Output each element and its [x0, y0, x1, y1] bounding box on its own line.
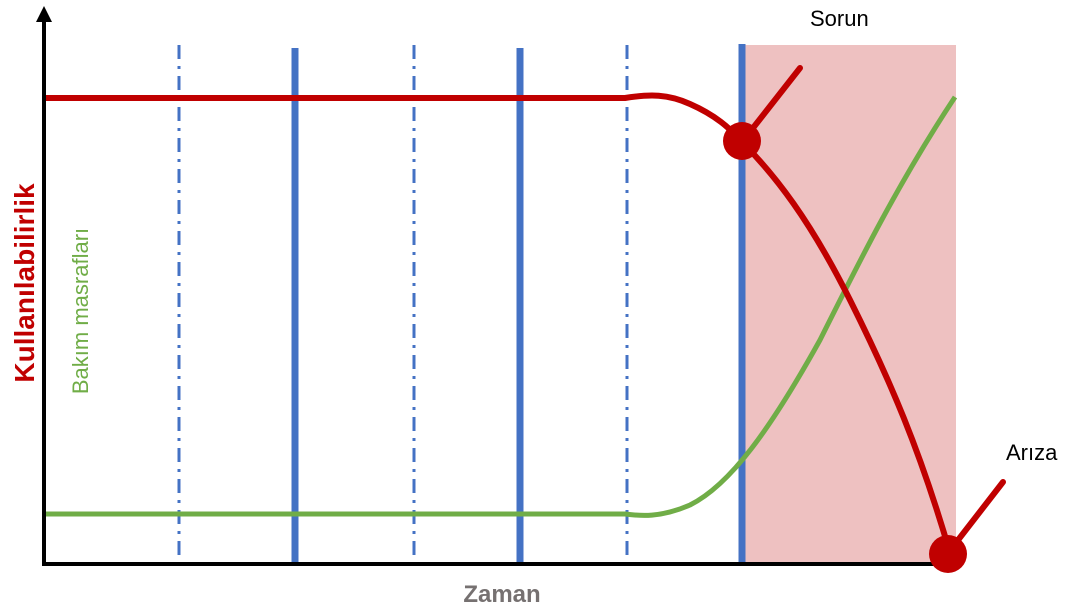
problem-point — [723, 122, 761, 160]
cost-curve — [46, 95, 958, 518]
problem-label: Sorun — [810, 6, 869, 31]
x-axis-label: Zaman — [463, 581, 540, 608]
y-axis-label: Kullanılabilirlik — [9, 183, 40, 383]
axes — [36, 6, 958, 566]
failure-label: Arıza — [1006, 440, 1058, 465]
availability-curve — [46, 92, 953, 554]
cost-curve-label: Bakım masrafları — [68, 228, 93, 394]
maintenance-lines — [291, 44, 746, 565]
y-axis-arrow — [36, 6, 52, 22]
inspection-lines — [177, 45, 629, 565]
failure-point — [929, 535, 967, 573]
